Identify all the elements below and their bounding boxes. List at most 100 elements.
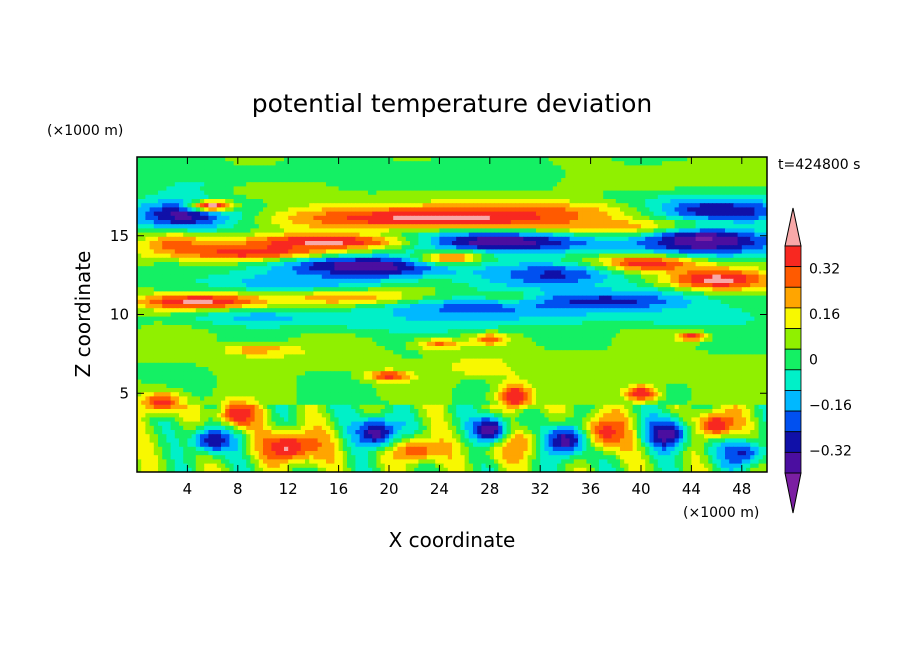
contour-cell <box>657 194 663 200</box>
contour-cell <box>762 257 767 263</box>
contour-cell <box>284 262 289 267</box>
contour-cell <box>498 165 503 171</box>
contour-cell <box>380 232 386 238</box>
contour-cell <box>380 157 386 162</box>
contour-cell <box>279 295 285 301</box>
contour-cell <box>594 249 600 255</box>
contour-cell <box>300 274 306 280</box>
contour-cell <box>645 165 650 171</box>
contour-cell <box>149 186 155 192</box>
contour-cell <box>309 211 314 217</box>
contour-cell <box>183 182 188 187</box>
contour-cell <box>611 169 617 175</box>
contour-cell <box>330 182 335 187</box>
contour-cell <box>284 199 289 204</box>
contour-cell <box>750 270 755 276</box>
contour-cell <box>208 190 214 196</box>
contour-cell <box>326 157 331 162</box>
contour-cell <box>653 157 659 162</box>
contour-cell <box>263 190 268 196</box>
contour-cell <box>254 190 260 196</box>
contour-cell <box>229 241 235 246</box>
contour-cell <box>620 253 625 259</box>
contour-cell <box>712 257 718 263</box>
contour-cell <box>666 245 671 250</box>
contour-cell <box>443 241 449 246</box>
contour-cell <box>523 274 529 280</box>
contour-cell <box>544 186 550 192</box>
contour-cell <box>494 253 499 259</box>
contour-cell <box>376 157 382 162</box>
contour-cell <box>300 207 306 213</box>
contour-cell <box>678 245 684 250</box>
contour-cell <box>720 253 726 259</box>
contour-cell <box>573 165 579 171</box>
contour-cell <box>200 283 205 288</box>
contour-cell <box>477 266 482 271</box>
contour-cell <box>431 165 436 171</box>
contour-cell <box>162 211 167 217</box>
contour-cell <box>741 291 747 297</box>
contour-cell <box>481 207 487 213</box>
contour-cell <box>464 169 470 175</box>
contour-cell <box>258 169 264 175</box>
contour-cell <box>733 287 739 292</box>
contour-cell <box>208 266 214 271</box>
contour-cell <box>347 228 352 234</box>
contour-cell <box>519 266 524 271</box>
contour-cell <box>737 173 743 179</box>
contour-cell <box>464 287 470 292</box>
contour-cell <box>439 228 445 234</box>
contour-cell <box>414 253 419 259</box>
contour-cell <box>599 199 604 204</box>
contour-cell <box>607 278 613 284</box>
contour-cell <box>666 203 671 208</box>
contour-cell <box>250 178 256 183</box>
contour-cell <box>502 232 508 238</box>
contour-cell <box>531 178 537 183</box>
contour-cell <box>699 203 705 208</box>
contour-cell <box>506 194 512 200</box>
contour-cell <box>334 173 340 179</box>
contour-cell <box>582 165 587 171</box>
contour-cell <box>716 274 722 280</box>
contour-cell <box>229 266 235 271</box>
contour-cell <box>725 257 730 263</box>
contour-cell <box>691 173 697 179</box>
contour-cell <box>183 203 188 208</box>
contour-cell <box>250 232 256 238</box>
contour-cell <box>494 211 499 217</box>
contour-cell <box>216 262 222 267</box>
contour-cell <box>523 228 529 234</box>
contour-cell <box>431 278 436 284</box>
contour-cell <box>229 274 235 280</box>
contour-cell <box>254 257 260 263</box>
contour-cell <box>317 287 323 292</box>
contour-cell <box>687 186 692 192</box>
contour-cell <box>279 211 285 217</box>
contour-cell <box>326 161 331 166</box>
contour-cell <box>636 257 642 263</box>
contour-cell <box>716 215 722 221</box>
contour-cell <box>704 224 709 229</box>
contour-cell <box>275 203 281 208</box>
contour-cell <box>288 249 293 255</box>
contour-cell <box>355 199 361 204</box>
contour-cell <box>695 253 701 259</box>
contour-cell <box>578 266 583 271</box>
contour-cell <box>309 190 314 196</box>
contour-cell <box>666 224 671 229</box>
contour-cell <box>527 241 533 246</box>
contour-cell <box>347 165 352 171</box>
contour-cell <box>380 228 386 234</box>
contour-cell <box>410 157 415 162</box>
contour-cell <box>174 236 180 242</box>
contour-cell <box>389 266 394 271</box>
contour-cell <box>674 220 680 225</box>
contour-cell <box>351 236 356 242</box>
contour-cell <box>267 295 272 301</box>
contour-cell <box>519 253 524 259</box>
contour-cell <box>179 245 184 250</box>
contour-cell <box>733 211 739 217</box>
contour-cell <box>191 199 197 204</box>
